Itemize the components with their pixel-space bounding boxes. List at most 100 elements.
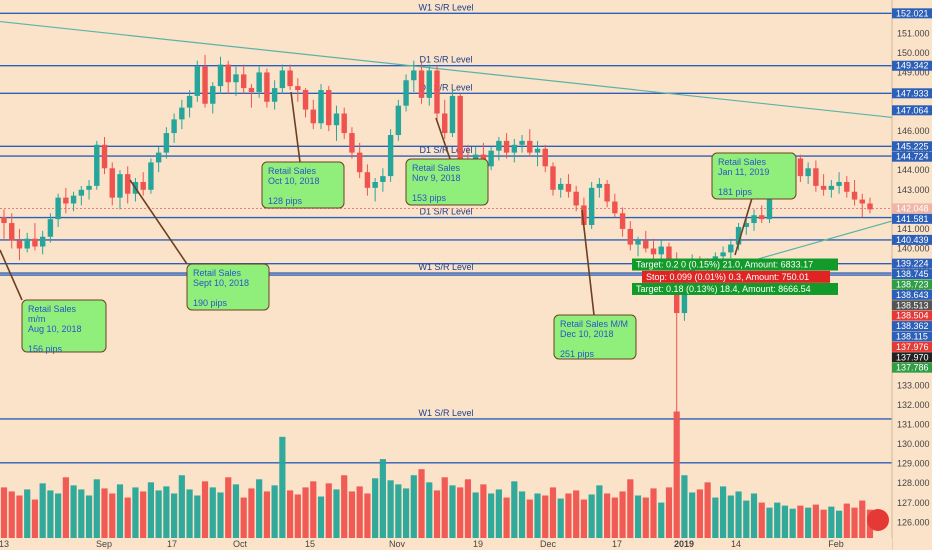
candle-body-33 [256, 72, 262, 92]
volume-bar-94 [727, 495, 734, 538]
candle-body-41 [318, 90, 324, 124]
volume-bar-0 [0, 487, 8, 538]
price-tick-0: 126.000 [897, 517, 930, 527]
volume-bar-74 [573, 490, 580, 538]
volume-bar-40 [310, 481, 317, 538]
candle-body-73 [565, 183, 572, 192]
candle-body-34 [264, 72, 270, 102]
volume-bar-50 [387, 480, 394, 538]
order-panel-1[interactable] [642, 270, 830, 283]
price-tag-text-11: 138.723 [896, 279, 929, 289]
candle-body-38 [295, 86, 301, 91]
candle-body-83 [643, 240, 649, 249]
annotation-text-3-3: 153 pips [412, 193, 447, 203]
candle-body-48 [372, 181, 378, 188]
volume-bar-49 [379, 459, 386, 538]
order-panel-0[interactable] [632, 258, 838, 271]
level-label-5: D1 S/R Level [419, 207, 472, 217]
volume-bar-59 [457, 487, 464, 538]
annotation-box-5 [711, 152, 797, 200]
candle-body-3 [24, 238, 30, 249]
candle-body-1 [9, 223, 15, 241]
price-tick-3: 129.000 [897, 459, 930, 469]
time-tick-4: 15 [305, 539, 315, 549]
volume-bar-57 [441, 477, 448, 538]
candle-body-71 [550, 166, 556, 190]
candle-body-31 [240, 74, 247, 89]
volume-bar-95 [735, 491, 742, 538]
volume-bar-17 [132, 487, 139, 538]
annotation-text-3-1: Nov 9, 2018 [412, 173, 461, 183]
volume-bar-61 [472, 492, 479, 538]
order-panel-2[interactable] [632, 282, 838, 295]
price-tag-1 [892, 60, 932, 71]
volume-bar-28 [217, 492, 224, 538]
annotation-text-4-1: Dec 10, 2018 [560, 329, 614, 339]
price-tag-11 [892, 279, 932, 290]
price-axis[interactable]: 126.000 127.000 128.000 129.000 130.000 131.0… [891, 0, 932, 550]
volume-bar-100 [774, 502, 781, 538]
price-tag-8 [892, 234, 932, 245]
candle-body-110 [851, 191, 858, 200]
candle-body-21 [163, 133, 170, 153]
candle-body-2 [16, 240, 23, 249]
volume-bar-68 [526, 499, 533, 538]
volume-bar-64 [495, 489, 502, 538]
annotation-text-1-1: Sept 10, 2018 [193, 278, 249, 288]
candle-body-77 [596, 183, 603, 188]
volume-bar-25 [194, 495, 201, 538]
candle-body-84 [650, 248, 657, 255]
trendline-down [0, 20, 893, 119]
candle-body-55 [426, 70, 432, 98]
volume-bar-31 [240, 497, 247, 538]
volume-bar-78 [604, 493, 611, 538]
time-tick-6: 19 [473, 539, 483, 549]
volume-bar-106 [820, 509, 827, 538]
candle-body-61 [472, 154, 479, 163]
candle-body-51 [395, 105, 402, 136]
volume-bar-88 [681, 475, 688, 538]
time-tick-5: Nov [389, 539, 406, 549]
annotation-text-0-4: 156 pips [28, 344, 63, 354]
volume-bar-14 [109, 493, 116, 538]
volume-bar-76 [588, 494, 595, 538]
volume-bar-18 [140, 491, 147, 538]
price-tag-text-13: 138.513 [896, 300, 929, 310]
candle-body-58 [449, 95, 456, 134]
price-tag-4 [892, 141, 932, 152]
annotation-text-5-1: Jan 11, 2019 [718, 167, 769, 177]
time-tick-8: 17 [612, 539, 622, 549]
order-panels[interactable]: Target: 0.2 0 (0.15%) 21.0, Amount: 6833… [632, 258, 838, 295]
candle-body-98 [759, 215, 765, 220]
candle-body-63 [488, 150, 494, 167]
time-tick-11: Feb [828, 539, 844, 549]
volume-bar-54 [418, 469, 425, 538]
price-tag-text-18: 137.970 [896, 352, 929, 362]
volume-bar-44 [341, 475, 348, 538]
volume-bar-6 [47, 490, 54, 538]
candle-body-36 [279, 70, 286, 89]
volume-bar-53 [410, 475, 417, 538]
volume-bar-30 [232, 484, 240, 538]
annotation-pointer-1 [129, 179, 188, 265]
time-axis[interactable]: 13 Sep 17 Oct 15 Nov 19 Dec 17 2019 14 Feb [0, 538, 892, 550]
volume-bar-42 [325, 483, 332, 538]
level-label-2: D1 S/R Level [419, 82, 472, 92]
annotation-pointer-5 [734, 197, 753, 256]
price-tag-5 [892, 151, 932, 162]
candle-body-79 [612, 201, 618, 214]
candle-body-108 [836, 181, 842, 186]
candle-body-52 [403, 80, 409, 106]
candle-body-112 [867, 203, 873, 210]
volume-bar-43 [333, 489, 340, 538]
volume-bar-69 [534, 493, 541, 538]
annotation-box-3 [405, 158, 489, 206]
annotation-box-1 [186, 263, 270, 311]
candle-body-97 [751, 215, 757, 224]
candle-body-19 [148, 162, 154, 190]
volume-bar-5 [39, 483, 46, 538]
volume-bar-3 [24, 489, 31, 538]
